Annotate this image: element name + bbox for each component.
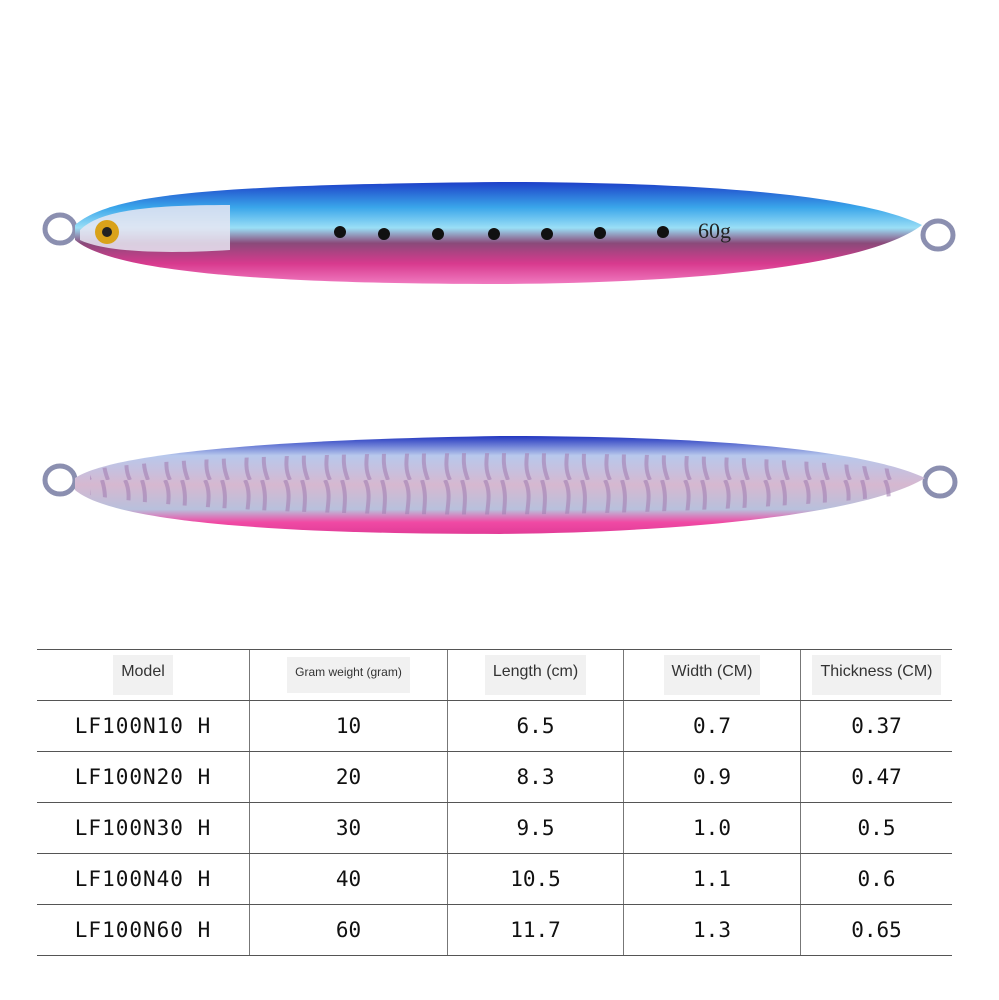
line-eye-rear-ring [920, 218, 956, 252]
cell-model: LF100N10 H [37, 700, 250, 752]
cell-width: 0.9 [623, 751, 801, 803]
cell-model: LF100N60 H [37, 904, 250, 956]
cell-length: 11.7 [447, 904, 624, 956]
cell-gram-weight: 60 [249, 904, 448, 956]
spec-table: Model Gram weight (gram) Length (cm) Wid… [37, 649, 952, 956]
cell-thickness: 0.47 [800, 751, 952, 803]
cell-thickness: 0.6 [800, 853, 952, 905]
cell-length: 10.5 [447, 853, 624, 905]
header-length: Length (cm) [484, 655, 587, 695]
cell-model: LF100N20 H [37, 751, 250, 803]
cell-gram-weight: 10 [249, 700, 448, 752]
cell-model: LF100N40 H [37, 853, 250, 905]
header-gram-weight: Gram weight (gram) [287, 657, 410, 693]
cell-width: 1.0 [623, 802, 801, 854]
spot-pattern [334, 226, 669, 240]
lure-side-view-image: 60g [42, 182, 956, 284]
table-row: LF100N60 H 60 11.7 1.3 0.65 [37, 904, 952, 956]
table-header-row: Model Gram weight (gram) Length (cm) Wid… [37, 649, 952, 701]
weight-marking: 60g [698, 218, 731, 243]
cell-length: 8.3 [447, 751, 624, 803]
header-width: Width (CM) [663, 655, 761, 695]
line-eye-front-ring [42, 212, 78, 246]
cell-width: 1.1 [623, 853, 801, 905]
table-row: LF100N20 H 20 8.3 0.9 0.47 [37, 751, 952, 803]
cell-width: 0.7 [623, 700, 801, 752]
lure-holographic-side-image [42, 436, 958, 534]
cell-length: 6.5 [447, 700, 624, 752]
table-row: LF100N30 H 30 9.5 1.0 0.5 [37, 802, 952, 854]
header-model: Model [113, 655, 173, 695]
line-eye-rear-ring [922, 465, 958, 499]
cell-gram-weight: 20 [249, 751, 448, 803]
header-thickness: Thickness (CM) [812, 655, 941, 695]
cell-thickness: 0.65 [800, 904, 952, 956]
cell-model: LF100N30 H [37, 802, 250, 854]
cell-thickness: 0.37 [800, 700, 952, 752]
cell-gram-weight: 40 [249, 853, 448, 905]
cell-gram-weight: 30 [249, 802, 448, 854]
line-eye-front-ring [42, 463, 78, 497]
table-row: LF100N10 H 10 6.5 0.7 0.37 [37, 700, 952, 752]
cell-length: 9.5 [447, 802, 624, 854]
cell-thickness: 0.5 [800, 802, 952, 854]
table-row: LF100N40 H 40 10.5 1.1 0.6 [37, 853, 952, 905]
cell-width: 1.3 [623, 904, 801, 956]
